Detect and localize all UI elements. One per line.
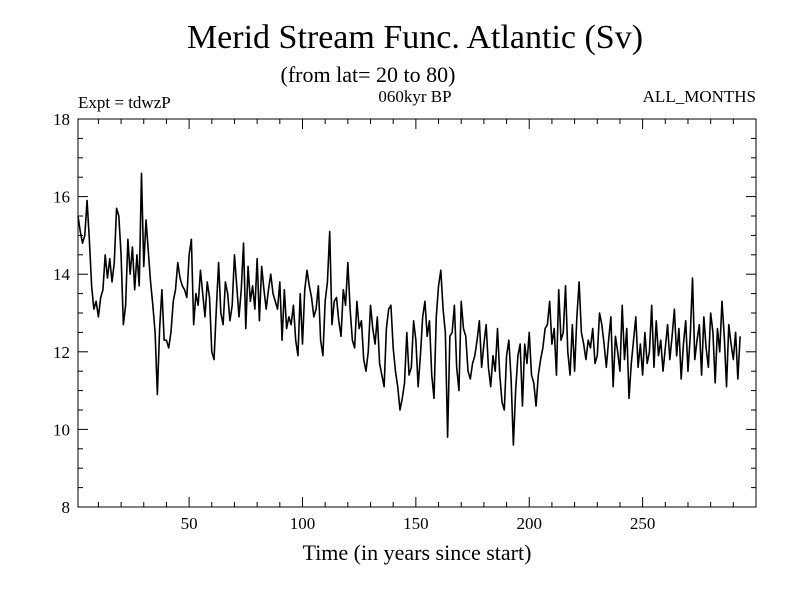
plot-frame [77, 118, 757, 508]
period-label: 060kyr BP [378, 87, 451, 106]
months-label: ALL_MONTHS [643, 87, 756, 106]
x-tick-label: 250 [630, 514, 656, 533]
y-tick-label: 18 [53, 110, 70, 129]
y-tick-label: 16 [53, 188, 70, 207]
x-tick-label: 150 [403, 514, 429, 533]
chart-subtitle: (from lat= 20 to 80) [281, 62, 456, 87]
y-tick-label: 10 [53, 420, 70, 439]
y-axis: 8 10 12 14 16 18 [53, 110, 756, 517]
x-tick-label: 200 [516, 514, 542, 533]
y-tick-label: 8 [62, 498, 71, 517]
x-tick-label: 100 [290, 514, 316, 533]
y-tick-label: 12 [53, 343, 70, 362]
x-axis-title: Time (in years since start) [303, 540, 532, 565]
y-tick-label: 14 [53, 265, 71, 284]
series-line [77, 172, 741, 446]
x-tick-label: 50 [181, 514, 198, 533]
chart-title: Merid Stream Func. Atlantic (Sv) [187, 19, 643, 56]
x-axis: 50 100 150 200 250 [97, 119, 757, 533]
experiment-label: Expt = tdwzP [78, 93, 171, 112]
